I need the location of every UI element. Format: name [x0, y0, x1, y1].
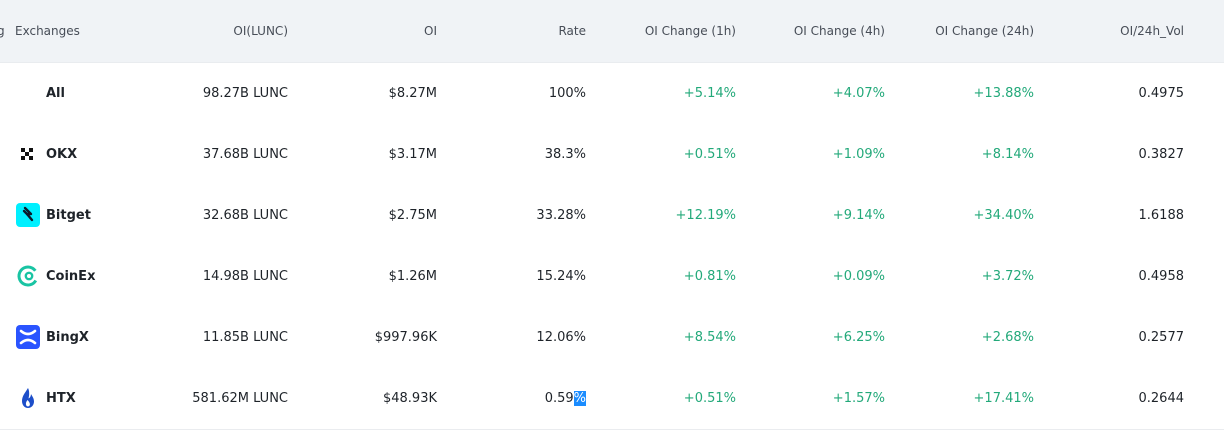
oi-lunc-value: 98.27B LUNC — [202, 86, 288, 101]
rate-value: 12.06% — [536, 330, 586, 345]
rate-value-number: 0.59 — [544, 391, 574, 406]
rate-value: 38.3% — [544, 147, 586, 162]
oi-change-4h-value: +4.07% — [832, 86, 885, 101]
table-row[interactable]: HTX 581.62M LUNC $48.93K 0.59% +0.51% +1… — [0, 368, 1224, 430]
bitget-logo-icon — [16, 203, 40, 227]
oi-value: $8.27M — [388, 86, 437, 101]
oi-value: $1.26M — [388, 269, 437, 284]
oi-value: $997.96K — [374, 330, 437, 345]
selected-text-highlight: % — [573, 391, 586, 406]
oi-24h-vol-value: 0.3827 — [1138, 147, 1185, 162]
oi-change-24h-value: +2.68% — [981, 330, 1034, 345]
oi-change-24h-value: +8.14% — [981, 147, 1034, 162]
rate-value: 33.28% — [536, 208, 586, 223]
exchange-name[interactable]: All — [46, 86, 65, 101]
oi-change-4h-value: +9.14% — [832, 208, 885, 223]
rate-value: 15.24% — [536, 269, 586, 284]
oi-change-1h-column-header[interactable]: OI Change (1h) — [644, 24, 736, 38]
oi-change-24h-value: +34.40% — [973, 208, 1034, 223]
oi-value: $2.75M — [388, 208, 437, 223]
oi-lunc-value: 14.98B LUNC — [202, 269, 288, 284]
oi-change-4h-value: +1.57% — [832, 391, 885, 406]
rank-column-header[interactable]: g — [0, 24, 5, 38]
oi-lunc-value: 37.68B LUNC — [202, 147, 288, 162]
exchange-name[interactable]: CoinEx — [46, 269, 96, 284]
oi-change-4h-value: +0.09% — [832, 269, 885, 284]
oi-change-24h-column-header[interactable]: OI Change (24h) — [935, 24, 1034, 38]
rate-value: 100% — [548, 86, 586, 101]
oi-24h-vol-value: 1.6188 — [1138, 208, 1185, 223]
oi-change-4h-value: +1.09% — [832, 147, 885, 162]
oi-change-4h-value: +6.25% — [832, 330, 885, 345]
oi-change-24h-value: +3.72% — [981, 269, 1034, 284]
exchanges-column-header[interactable]: Exchanges — [15, 24, 80, 38]
exchange-name[interactable]: BingX — [46, 330, 89, 345]
oi-change-1h-value: +8.54% — [683, 330, 736, 345]
oi-lunc-value: 11.85B LUNC — [202, 330, 288, 345]
oi-change-1h-value: +5.14% — [683, 86, 736, 101]
okx-logo-icon — [18, 142, 42, 166]
oi-value: $3.17M — [388, 147, 437, 162]
coinex-logo-icon — [16, 264, 40, 288]
oi-change-4h-column-header[interactable]: OI Change (4h) — [793, 24, 885, 38]
table-row[interactable]: OKX 37.68B LUNC $3.17M 38.3% +0.51% +1.0… — [0, 124, 1224, 186]
oi-24h-vol-value: 0.2577 — [1138, 330, 1185, 345]
oi-change-1h-value: +0.51% — [683, 391, 736, 406]
htx-logo-icon — [16, 386, 40, 410]
oi-24h-vol-value: 0.2644 — [1138, 391, 1185, 406]
exchange-name[interactable]: HTX — [46, 391, 76, 406]
oi-column-header[interactable]: OI — [424, 24, 437, 38]
oi-lunc-value: 581.62M LUNC — [192, 391, 288, 406]
oi-24h-vol-column-header[interactable]: OI/24h_Vol — [1120, 24, 1184, 38]
oi-change-24h-value: +17.41% — [973, 391, 1034, 406]
rate-column-header[interactable]: Rate — [558, 24, 586, 38]
oi-24h-vol-value: 0.4975 — [1138, 86, 1185, 101]
table-header: g Exchanges OI(LUNC) OI Rate OI Change (… — [0, 0, 1224, 63]
bingx-logo-icon — [16, 325, 40, 349]
table-row[interactable]: All 98.27B LUNC $8.27M 100% +5.14% +4.07… — [0, 63, 1224, 125]
oi-value: $48.93K — [382, 391, 437, 406]
oi-lunc-column-header[interactable]: OI(LUNC) — [233, 24, 288, 38]
exchange-name[interactable]: Bitget — [46, 208, 91, 223]
oi-change-1h-value: +12.19% — [675, 208, 736, 223]
oi-change-1h-value: +0.81% — [683, 269, 736, 284]
oi-lunc-value: 32.68B LUNC — [202, 208, 288, 223]
rate-value: 0.59% — [446, 368, 586, 429]
exchange-name[interactable]: OKX — [46, 147, 78, 162]
table-row[interactable]: CoinEx 14.98B LUNC $1.26M 15.24% +0.81% … — [0, 246, 1224, 308]
oi-24h-vol-value: 0.4958 — [1138, 269, 1185, 284]
oi-change-1h-value: +0.51% — [683, 147, 736, 162]
table-row[interactable]: BingX 11.85B LUNC $997.96K 12.06% +8.54%… — [0, 307, 1224, 369]
table-row[interactable]: Bitget 32.68B LUNC $2.75M 33.28% +12.19%… — [0, 185, 1224, 247]
oi-change-24h-value: +13.88% — [973, 86, 1034, 101]
